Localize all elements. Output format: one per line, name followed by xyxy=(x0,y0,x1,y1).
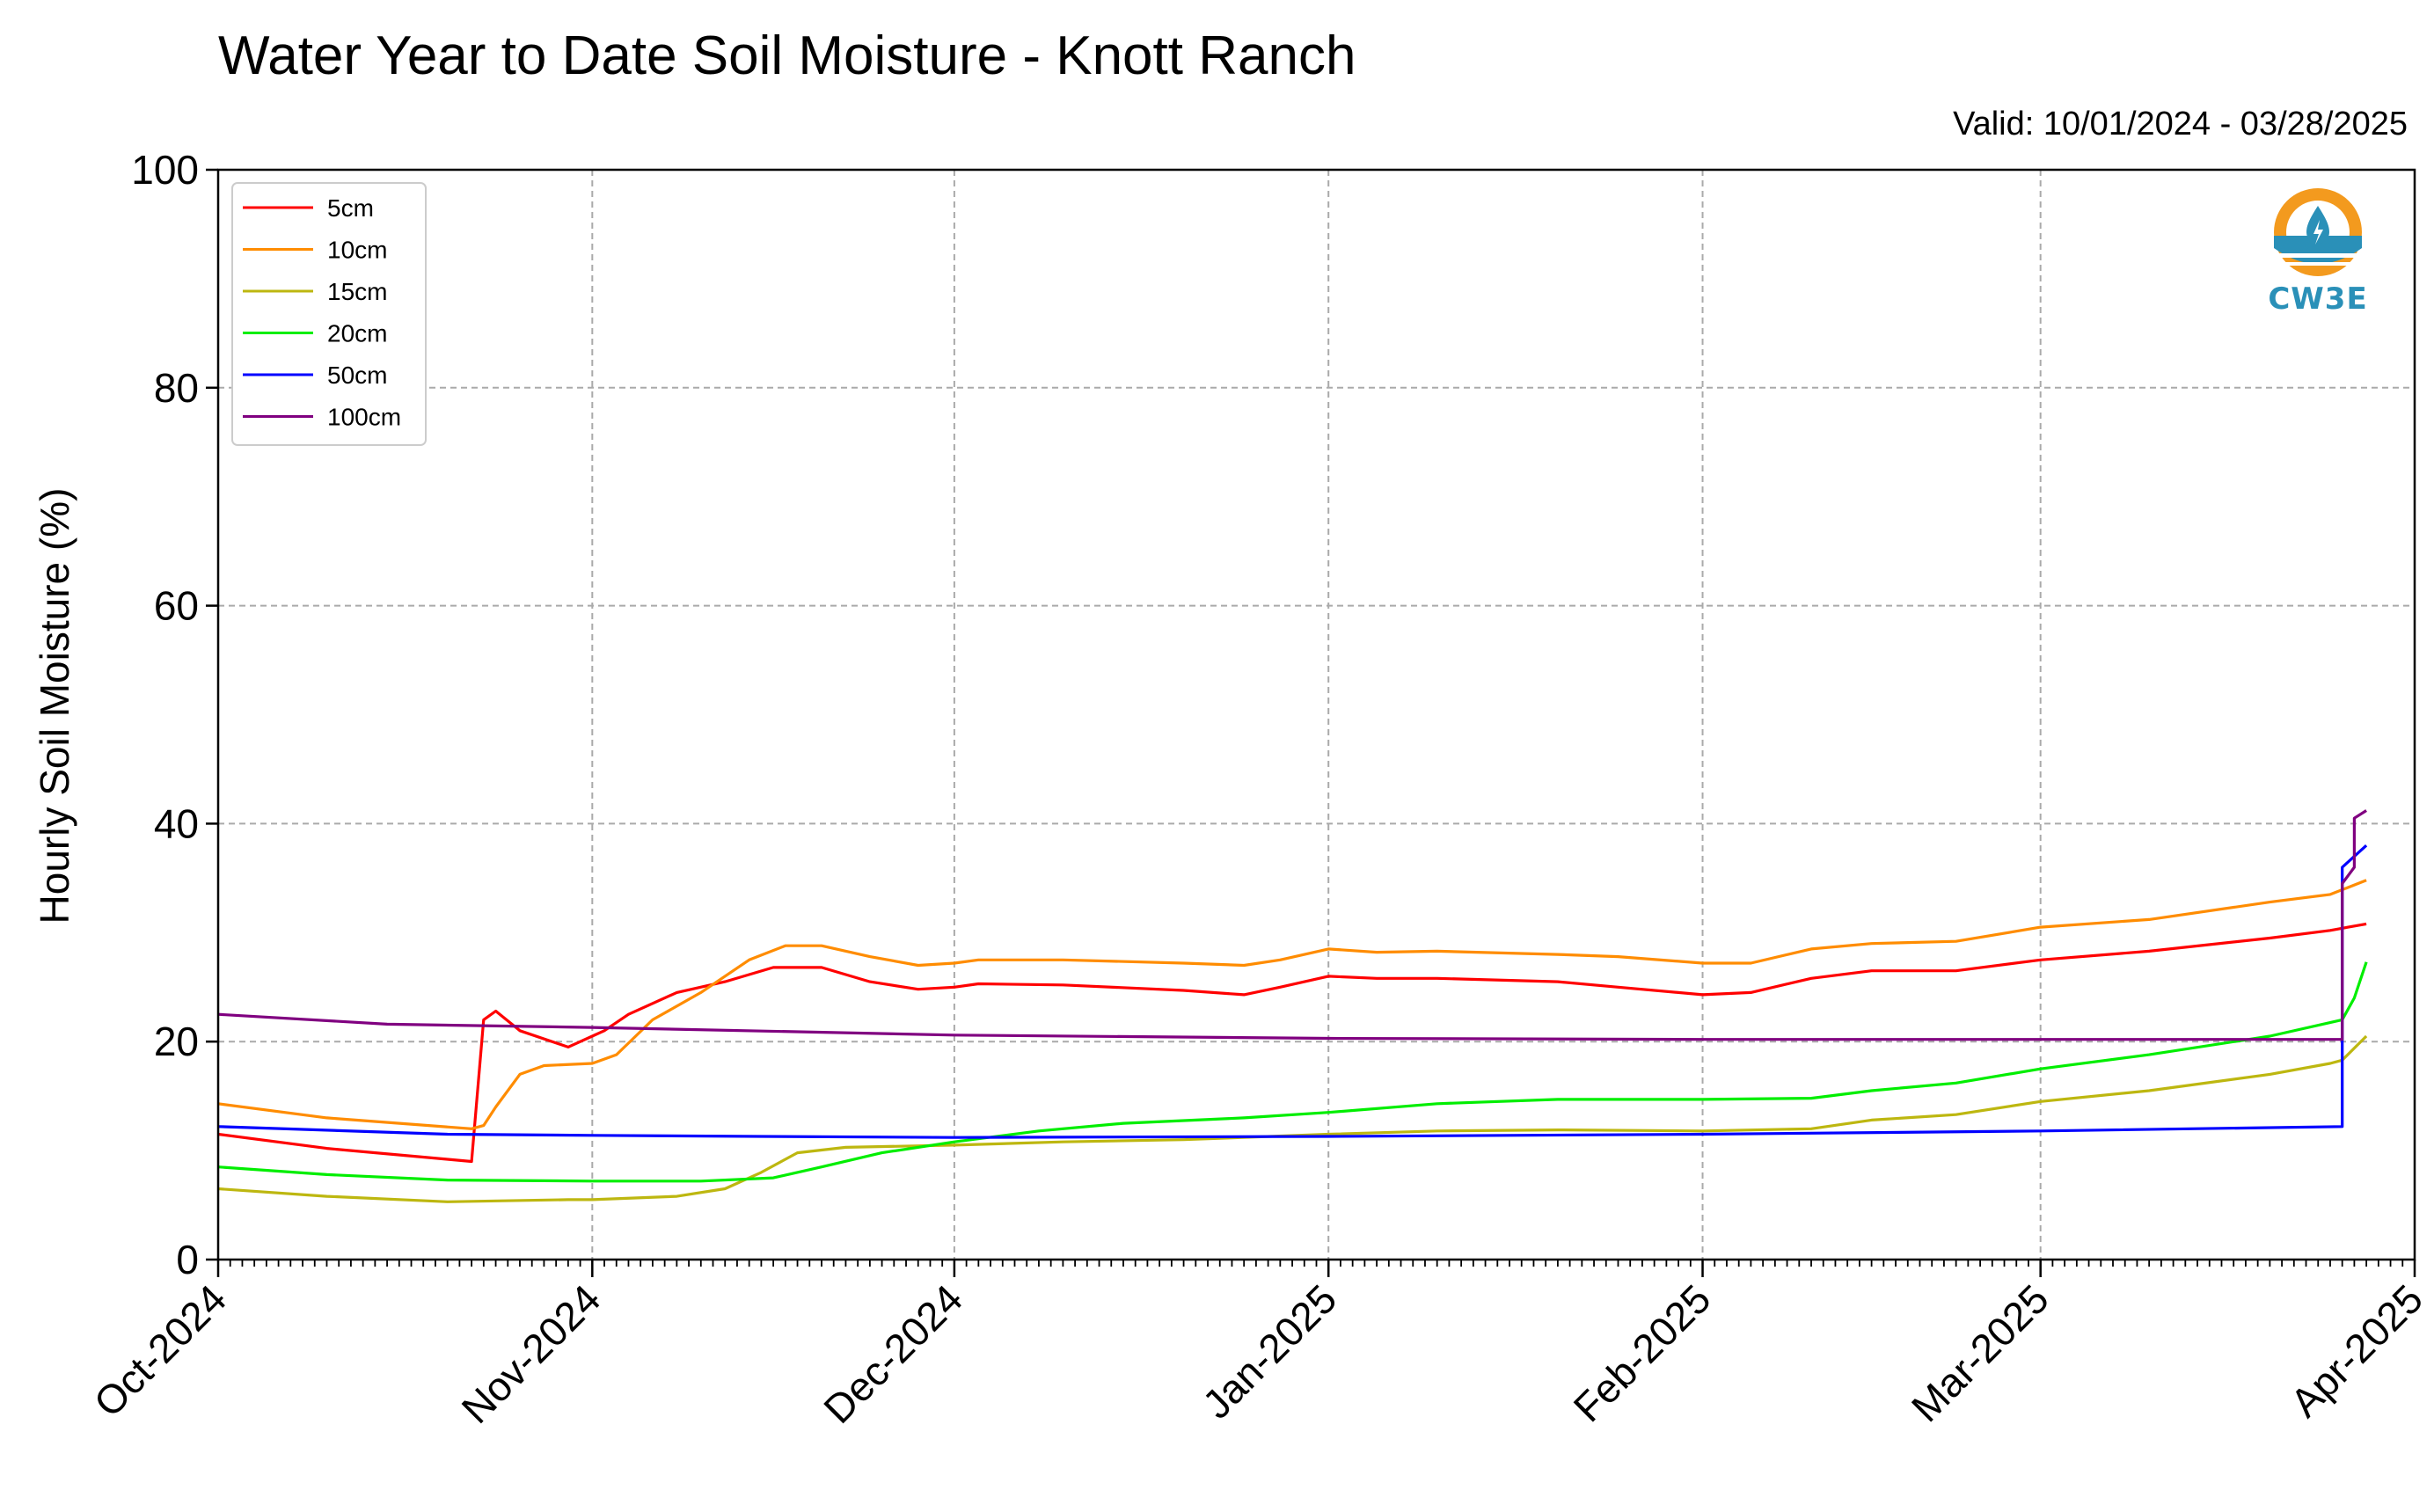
series-line-10cm xyxy=(217,879,2367,1130)
valid-date-range: Valid: 10/01/2024 - 03/28/2025 xyxy=(1953,106,2408,142)
legend-label-5cm: 5cm xyxy=(327,194,374,222)
y-axis-label: Hourly Soil Moisture (%) xyxy=(32,488,77,924)
legend-label-20cm: 20cm xyxy=(327,320,387,347)
x-tick-label: Feb-2025 xyxy=(1565,1275,1720,1430)
y-tick-label: 20 xyxy=(154,1019,199,1064)
y-tick-label: 40 xyxy=(154,800,199,846)
cw3e-logo-text: CW3E xyxy=(2268,281,2368,317)
x-tick-label: Dec-2024 xyxy=(815,1275,971,1432)
x-tick-label: Oct-2024 xyxy=(85,1275,236,1426)
x-tick-label: Nov-2024 xyxy=(453,1275,610,1432)
x-tick-label: Mar-2025 xyxy=(1903,1275,2058,1430)
legend-label-50cm: 50cm xyxy=(327,362,387,389)
series-line-50cm xyxy=(217,844,2368,1139)
grid-lines xyxy=(218,170,2415,1260)
series-line-15cm xyxy=(217,1034,2368,1203)
x-tick-label: Jan-2025 xyxy=(1194,1275,1345,1427)
y-tick-label: 0 xyxy=(176,1237,199,1282)
series-line-5cm xyxy=(217,922,2367,1164)
legend-label-10cm: 10cm xyxy=(327,237,387,264)
legend: 5cm 10cm 15cm 20cm 50cm 100cm xyxy=(231,182,427,446)
series-lines xyxy=(217,809,2368,1203)
x-tick-label: Apr-2025 xyxy=(2281,1275,2431,1426)
y-tick-label: 60 xyxy=(154,583,199,629)
y-tick-label: 80 xyxy=(154,365,199,411)
legend-label-15cm: 15cm xyxy=(327,278,387,305)
cw3e-logo-icon xyxy=(2271,188,2365,276)
axis-ticks: 0 20 40 60 80 100 Oct-2024 Nov-2024 Dec-2024 Jan-… xyxy=(85,147,2432,1432)
y-tick-label: 100 xyxy=(131,147,199,193)
chart-title: Water Year to Date Soil Moisture - Knott… xyxy=(218,26,1356,86)
series-line-100cm xyxy=(217,809,2367,1041)
cw3e-logo: CW3E xyxy=(2261,183,2375,324)
series-line-20cm xyxy=(217,961,2368,1183)
legend-label-100cm: 100cm xyxy=(327,404,401,431)
